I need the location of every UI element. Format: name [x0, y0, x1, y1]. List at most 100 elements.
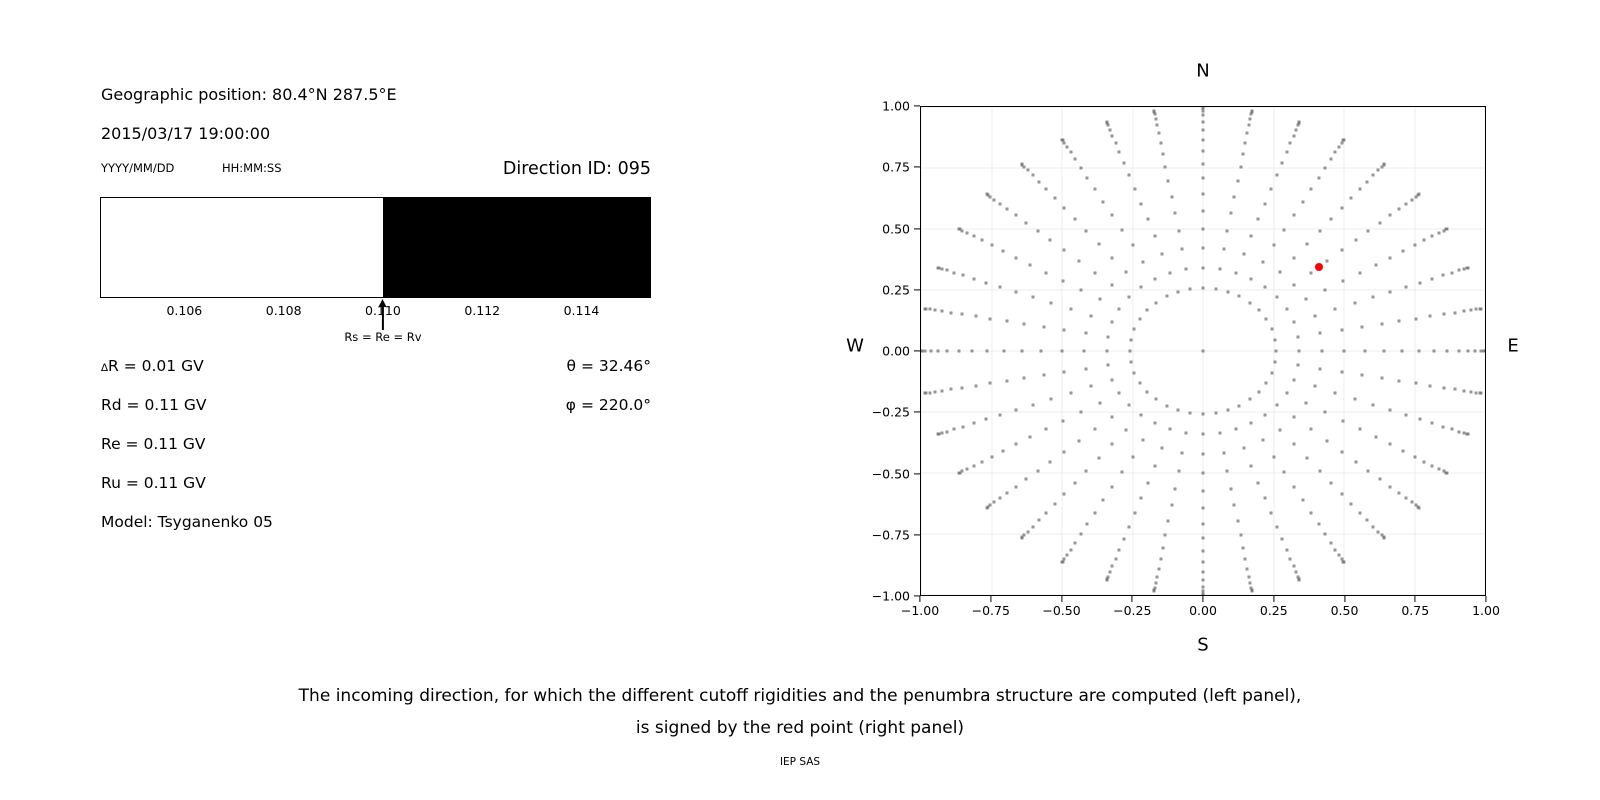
direction-dot — [957, 471, 961, 475]
direction-dot — [940, 309, 944, 313]
direction-dot — [965, 231, 969, 235]
time-format-label: HH:MM:SS — [222, 161, 282, 175]
x-tick-label: −1.00 — [900, 603, 940, 618]
direction-dot — [1093, 271, 1097, 275]
direction-dot — [1285, 150, 1289, 154]
direction-dot — [1294, 570, 1298, 574]
direction-dot — [1349, 502, 1353, 506]
direction-dot — [1073, 481, 1077, 485]
direction-dot — [1269, 187, 1273, 191]
direction-dot — [1410, 500, 1414, 504]
penumbra-axis: 0.106 0.108 0.110 0.112 0.114 — [100, 303, 651, 319]
direction-dot — [1110, 415, 1114, 419]
direction-dot — [1236, 179, 1240, 183]
direction-dot — [1176, 290, 1180, 294]
x-tick-label: 0.00 — [1189, 603, 1217, 618]
direction-dot — [1020, 349, 1024, 353]
direction-dot — [1127, 403, 1131, 407]
direction-dot — [1430, 421, 1434, 425]
direction-dot — [1257, 390, 1261, 394]
direction-dot — [1318, 229, 1322, 233]
direction-dot — [1450, 427, 1454, 431]
direction-dot — [1305, 456, 1309, 460]
direction-dot — [1232, 195, 1236, 199]
direction-dot — [1145, 390, 1149, 394]
direction-dot — [1129, 360, 1133, 364]
direction-dot — [1430, 234, 1434, 238]
direction-dot — [1418, 417, 1422, 421]
direction-dot — [965, 467, 969, 471]
direction-dot — [1001, 249, 1005, 253]
direction-dot — [1036, 469, 1039, 473]
direction-dot — [988, 503, 992, 507]
penumbra-tick-label: 0.108 — [265, 303, 302, 318]
caption-line-2: is signed by the red point (right panel) — [635, 718, 965, 738]
direction-dot — [1445, 227, 1449, 231]
direction-dot — [1168, 427, 1172, 431]
direction-dot — [1079, 410, 1083, 414]
direction-dot — [957, 349, 961, 353]
direction-dot — [1282, 228, 1286, 232]
direction-dot — [1309, 271, 1313, 275]
direction-dot — [1365, 180, 1369, 184]
direction-dot — [1201, 570, 1205, 574]
direction-dot — [1241, 152, 1245, 156]
direction-dot — [1380, 165, 1383, 169]
y-tick-label: 0.50 — [882, 221, 910, 236]
direction-dot — [1014, 213, 1018, 217]
direction-dot — [1062, 248, 1066, 252]
direction-dot — [1378, 477, 1382, 481]
direction-dot — [1201, 162, 1205, 166]
direction-dot — [1153, 421, 1157, 425]
direction-dot — [1020, 536, 1024, 540]
direction-dot — [1341, 419, 1345, 423]
direction-dot — [1014, 442, 1018, 446]
delta-r-value: ∆R = 0.01 GV — [101, 357, 204, 375]
direction-dot — [1106, 363, 1110, 367]
direction-dot — [1466, 266, 1470, 270]
direction-dot — [1180, 247, 1184, 251]
direction-dot — [1269, 511, 1273, 515]
direction-dot — [1445, 471, 1449, 475]
direction-dot — [1414, 195, 1418, 199]
selected-direction-dot — [1314, 262, 1323, 271]
direction-dot — [921, 349, 923, 353]
direction-dot — [1089, 384, 1093, 388]
direction-dot — [980, 460, 984, 464]
direction-dot — [1428, 384, 1432, 388]
direction-dot — [1340, 141, 1344, 145]
direction-dot — [1153, 112, 1157, 116]
direction-dot — [1365, 518, 1369, 522]
direction-dot — [984, 417, 988, 421]
direction-dot — [1248, 581, 1252, 585]
direction-dot — [1146, 217, 1150, 221]
direction-dot — [1225, 229, 1229, 233]
direction-dot — [974, 314, 977, 318]
direction-dot — [1166, 179, 1170, 183]
direction-dot — [1263, 413, 1267, 417]
direction-dot — [1325, 259, 1329, 263]
direction-dot — [972, 421, 975, 425]
direction-dot — [1354, 238, 1358, 242]
direction-dot — [1333, 548, 1337, 552]
direction-dot — [1110, 283, 1114, 287]
direction-dot — [1062, 206, 1066, 210]
direction-dot — [1069, 150, 1072, 154]
direction-dot — [1280, 537, 1284, 541]
x-tick-label: −0.50 — [1042, 603, 1081, 618]
direction-dot — [1234, 271, 1238, 275]
x-tick-mark — [1060, 596, 1063, 602]
direction-dot — [1201, 522, 1205, 526]
direction-dot — [1413, 455, 1416, 459]
x-tick-mark — [1202, 596, 1204, 602]
direction-dot — [1296, 123, 1300, 127]
direction-dot — [1132, 371, 1136, 375]
direction-dot — [1340, 206, 1344, 210]
direction-dot — [1432, 349, 1436, 353]
direction-dot — [1249, 586, 1253, 590]
direction-dot — [998, 285, 1002, 289]
direction-dot — [1273, 338, 1277, 342]
direction-dot — [1318, 469, 1322, 473]
direction-dot — [998, 413, 1002, 417]
direction-dot — [1170, 503, 1174, 507]
